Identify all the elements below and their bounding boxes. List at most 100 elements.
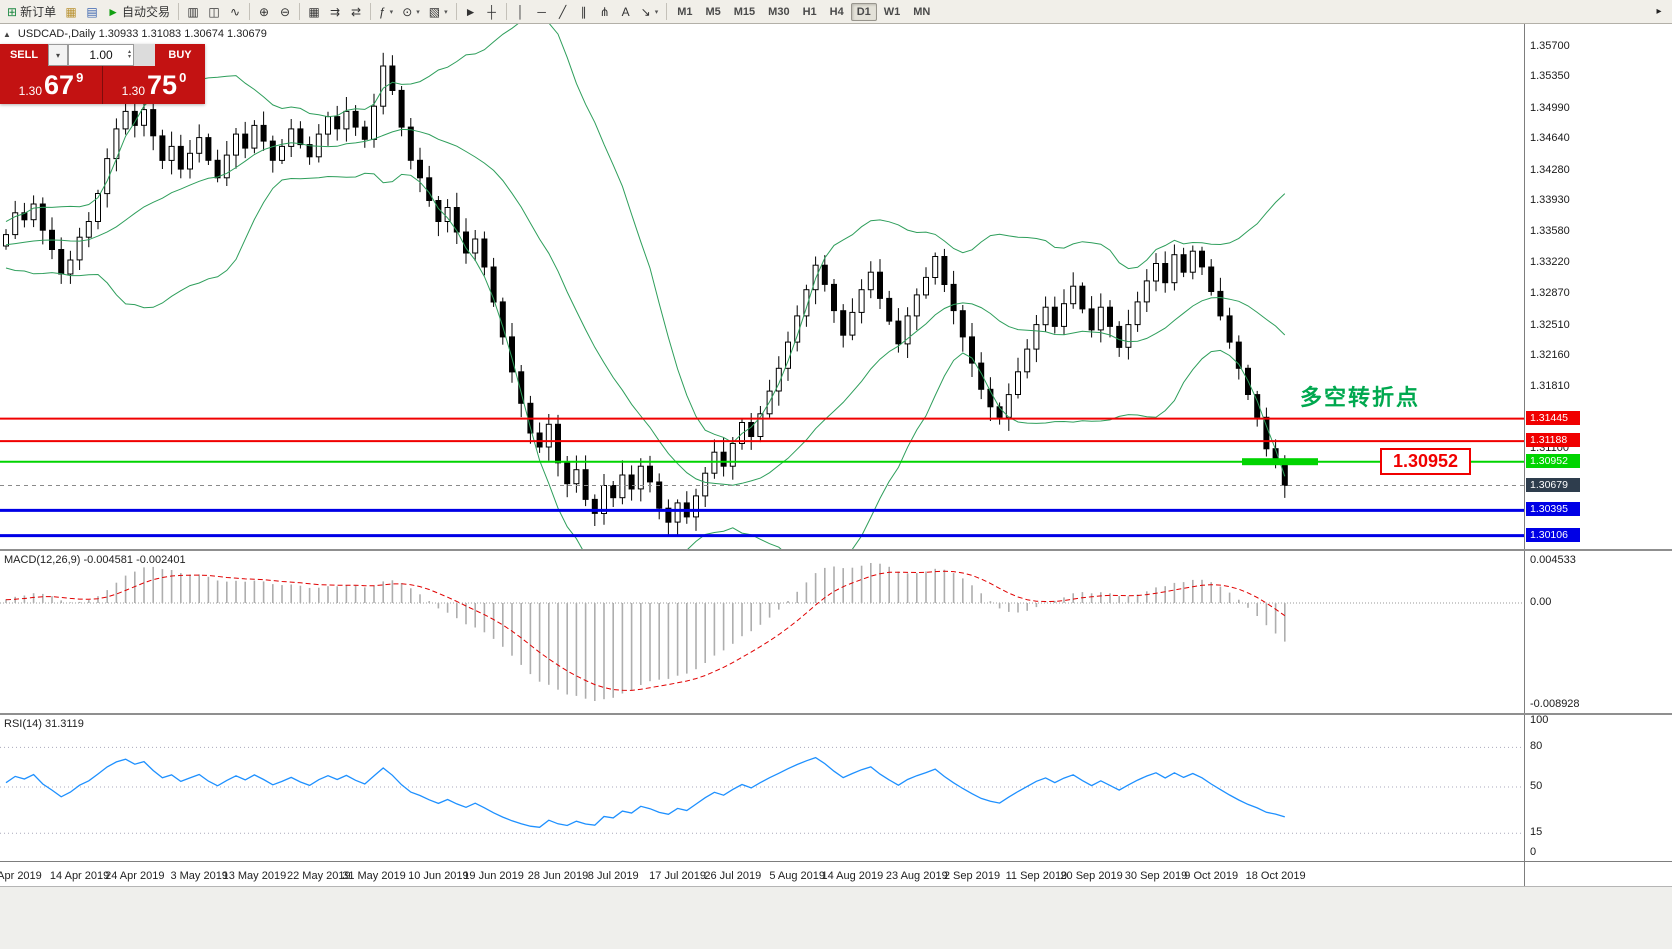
price-line-label: 1.31188 <box>1526 433 1580 448</box>
crosshair-button[interactable]: ┼ <box>482 2 502 22</box>
tf-m30-button[interactable]: M30 <box>762 3 795 21</box>
date-label: 2 Sep 2019 <box>943 870 1001 882</box>
price-axis-label: 1.33220 <box>1530 256 1570 269</box>
sell-price-prefix: 1.30 <box>18 84 43 98</box>
chart-ohlc-title: USDCAD-,Daily 1.30933 1.31083 1.30674 1.… <box>17 28 267 40</box>
text-label-button[interactable]: A <box>616 2 636 22</box>
cursor-button[interactable]: ► <box>461 2 481 22</box>
chart-canvas[interactable] <box>0 24 1524 551</box>
axis-divider <box>0 861 1672 862</box>
buy-price-button[interactable]: 1.30 75 0 <box>103 66 205 104</box>
bid-price-label: 1.30679 <box>1526 477 1580 492</box>
toolbar-separator <box>248 3 250 20</box>
date-label: 28 Jun 2019 <box>527 870 589 882</box>
vertical-line-button[interactable]: │ <box>511 2 531 22</box>
chart-shift-button[interactable]: ⇄ <box>346 2 366 22</box>
horizontal-line-icon: ─ <box>537 4 546 19</box>
tf-h1-button[interactable]: H1 <box>797 3 823 21</box>
bollinger-bands <box>5 24 1286 551</box>
panel-resize-divider[interactable] <box>0 713 1672 715</box>
tf-m1-button[interactable]: M1 <box>671 3 698 21</box>
candlesticks <box>3 52 1288 536</box>
panel-collapse-toggle[interactable]: ▲ <box>3 29 11 39</box>
candlestick-chart-icon: ◫ <box>208 4 220 19</box>
auto-scroll-icon: ⇉ <box>329 4 341 19</box>
rsi-axis-label: 15 <box>1530 826 1543 839</box>
price-axis-label: 1.34990 <box>1530 101 1570 114</box>
toolbar-separator <box>298 3 300 20</box>
trendline-button[interactable]: ╱ <box>553 2 573 22</box>
trendline-icon: ╱ <box>559 4 567 19</box>
volume-stepper[interactable]: ▴ ▾ <box>128 49 131 60</box>
tf-mn-button[interactable]: MN <box>907 3 936 21</box>
tile-windows-button[interactable]: ▦ <box>304 2 324 22</box>
date-label: 13 May 2019 <box>222 870 287 882</box>
cursor-icon: ► <box>464 4 477 19</box>
toolbar-overflow-button[interactable]: ▸ <box>1656 6 1662 17</box>
date-label: 20 Sep 2019 <box>1060 870 1123 882</box>
tf-d1-button[interactable]: D1 <box>850 2 877 21</box>
price-callout-label: 1.30952 <box>1380 448 1472 475</box>
date-label: 11 Sep 2019 <box>1005 870 1068 882</box>
macd-indicator-header: MACD(12,26,9) -0.004581 -0.002401 <box>4 554 186 566</box>
sell-button[interactable]: SELL <box>0 44 48 66</box>
line-chart-icon: ∿ <box>229 4 241 19</box>
new-order-button[interactable]: ⊞ 新订单 <box>3 2 60 22</box>
tf-m15-button[interactable]: M15 <box>728 3 761 21</box>
date-label: 24 Apr 2019 <box>105 870 165 882</box>
zoom-out-icon: ⊖ <box>279 4 291 19</box>
chart-shift-icon: ⇄ <box>350 4 362 19</box>
crosshair-icon: ┼ <box>487 4 496 19</box>
date-label: 10 Jun 2019 <box>408 870 469 882</box>
zoom-out-button[interactable]: ⊖ <box>275 2 295 22</box>
profiles-button[interactable]: ▤ <box>82 2 102 22</box>
chart-window-icon: ▦ <box>65 4 77 19</box>
date-label: 14 Apr 2019 <box>49 870 110 882</box>
zoom-in-button[interactable]: ⊕ <box>254 2 274 22</box>
periods-button[interactable]: ⊙ ▾ <box>398 2 424 22</box>
indicators-button[interactable]: ƒ ▾ <box>375 2 397 22</box>
rsi-axis-label: 0 <box>1530 846 1537 858</box>
sell-price-digits: 67 <box>44 69 75 100</box>
panel-resize-divider[interactable] <box>0 549 1672 551</box>
sell-price-pip: 9 <box>76 70 84 85</box>
auto-scroll-button[interactable]: ⇉ <box>325 2 345 22</box>
autotrading-label: 自动交易 <box>121 5 170 19</box>
order-options-dropdown[interactable]: ▾ <box>48 44 68 66</box>
volume-input[interactable]: 1.00 ▴ ▾ <box>68 44 134 66</box>
date-label: 26 Jul 2019 <box>704 870 762 882</box>
tf-w1-button[interactable]: W1 <box>878 3 907 21</box>
sell-price-button[interactable]: 1.30 67 9 <box>0 66 103 104</box>
date-label: 23 Aug 2019 <box>885 870 948 882</box>
toolbar-separator <box>505 3 507 20</box>
autotrading-button[interactable]: ► 自动交易 <box>103 2 174 22</box>
trade-panel-top-row: SELL ▾ 1.00 ▴ ▾ BUY <box>0 44 205 66</box>
date-label: 14 Aug 2019 <box>821 870 884 882</box>
chart-window-button[interactable]: ▦ <box>61 2 81 22</box>
andrews-pitchfork-button[interactable]: ⋔ <box>595 2 615 22</box>
toolbar-separator <box>666 3 668 20</box>
chevron-down-icon: ▾ <box>416 8 420 16</box>
bars-chart-button[interactable]: ▥ <box>183 2 203 22</box>
chevron-down-icon: ▾ <box>389 8 394 16</box>
tf-m5-button[interactable]: M5 <box>699 3 726 21</box>
rsi-line <box>5 756 1285 828</box>
arrows-icon: ↘ <box>640 4 651 19</box>
price-line-label: 1.30395 <box>1526 502 1580 517</box>
candlestick-chart-button[interactable]: ◫ <box>204 2 224 22</box>
arrows-button[interactable]: ↘ ▾ <box>637 2 663 22</box>
indicators-icon: ƒ <box>378 4 386 19</box>
buy-button[interactable]: BUY <box>155 44 205 66</box>
tf-h4-button[interactable]: H4 <box>824 3 850 21</box>
rsi-indicator-header: RSI(14) 31.3119 <box>4 718 84 730</box>
templates-button[interactable]: ▧ ▾ <box>425 2 452 22</box>
chevron-down-icon: ▾ <box>654 8 659 16</box>
window-edge-divider <box>0 886 1672 887</box>
line-chart-button[interactable]: ∿ <box>225 2 245 22</box>
price-axis[interactable]: 1.35700 1.35350 1.34990 1.34640 1.34280 1.339… <box>1524 24 1672 949</box>
buy-price-prefix: 1.30 <box>121 84 146 98</box>
equidistant-channel-button[interactable]: ∥ <box>574 2 594 22</box>
horizontal-line-button[interactable]: ─ <box>532 2 552 22</box>
vertical-line-icon: │ <box>516 4 525 19</box>
